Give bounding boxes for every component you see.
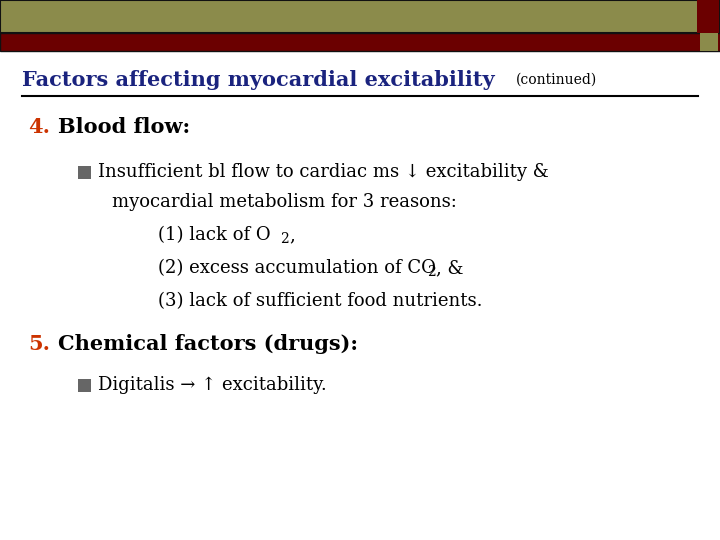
Text: , &: , & xyxy=(436,259,464,277)
Bar xyxy=(0,33,720,51)
Text: 5.: 5. xyxy=(28,334,50,354)
Text: Factors affecting myocardial excitability: Factors affecting myocardial excitabilit… xyxy=(22,70,495,90)
Text: 4.: 4. xyxy=(28,117,50,137)
Text: Insufficient bl flow to cardiac ms ↓ excitability &: Insufficient bl flow to cardiac ms ↓ exc… xyxy=(98,163,549,181)
Bar xyxy=(697,0,719,33)
Bar xyxy=(700,33,718,51)
Text: (1) lack of O: (1) lack of O xyxy=(158,226,271,244)
Text: Digitalis → ↑ excitability.: Digitalis → ↑ excitability. xyxy=(98,376,327,394)
Bar xyxy=(78,165,91,179)
Text: 2: 2 xyxy=(280,232,289,246)
Text: (2) excess accumulation of CO: (2) excess accumulation of CO xyxy=(158,259,436,277)
Text: ,: , xyxy=(289,226,294,244)
Text: (continued): (continued) xyxy=(516,73,598,87)
Text: (3) lack of sufficient food nutrients.: (3) lack of sufficient food nutrients. xyxy=(158,292,482,310)
Text: 2: 2 xyxy=(427,265,436,279)
Bar xyxy=(78,379,91,392)
Text: Chemical factors (drugs):: Chemical factors (drugs): xyxy=(58,334,358,354)
Text: myocardial metabolism for 3 reasons:: myocardial metabolism for 3 reasons: xyxy=(112,193,457,211)
Text: Blood flow:: Blood flow: xyxy=(58,117,190,137)
Bar xyxy=(0,0,720,33)
